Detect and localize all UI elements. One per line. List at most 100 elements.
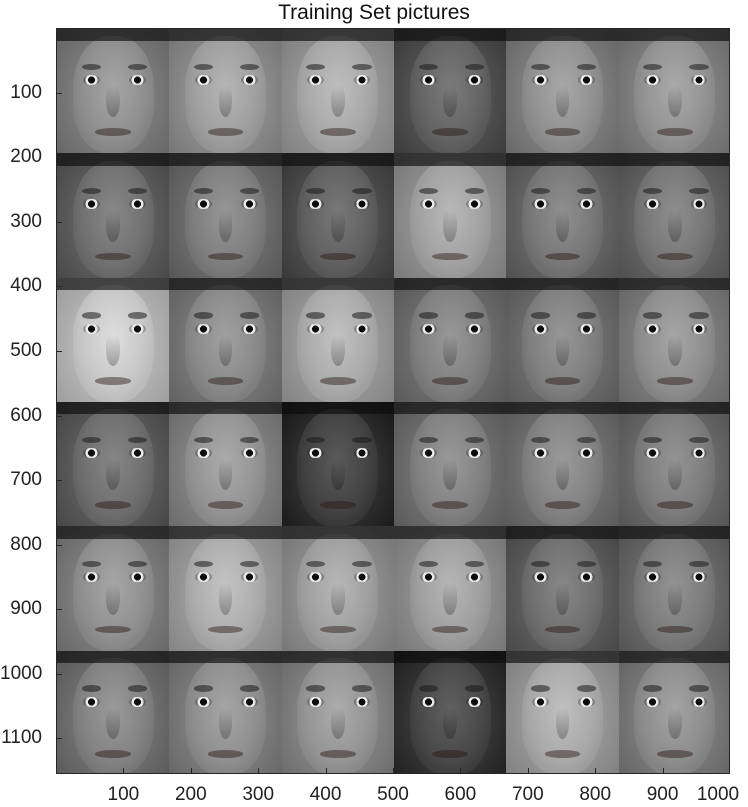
- nose: [443, 333, 457, 366]
- hairline: [169, 29, 282, 42]
- mouth: [207, 625, 244, 634]
- left-eyebrow: [531, 188, 551, 195]
- left-eye: [195, 323, 212, 334]
- left-eyebrow: [194, 685, 214, 692]
- x-tick-mark: [325, 768, 327, 774]
- nose: [443, 706, 457, 739]
- hairline: [394, 277, 507, 291]
- face-region: [297, 533, 379, 651]
- left-eye: [307, 696, 325, 707]
- right-eyebrow: [240, 63, 260, 70]
- face-photo-r5-c1: [57, 526, 170, 651]
- y-tick-mark: [56, 415, 62, 417]
- left-eye: [82, 448, 100, 458]
- face-photo-r5-c5: [506, 526, 619, 651]
- hairline: [169, 153, 282, 166]
- nose: [106, 706, 120, 739]
- face-photo-r4-c1: [57, 402, 170, 527]
- right-eyebrow: [464, 561, 484, 568]
- nose: [668, 84, 682, 118]
- face-photo-r6-c2: [169, 650, 282, 773]
- left-eyebrow: [306, 188, 326, 195]
- nose: [443, 582, 457, 615]
- mouth: [432, 252, 469, 261]
- face-region: [409, 409, 491, 527]
- left-eyebrow: [418, 436, 438, 443]
- y-tick-label: 700: [10, 469, 42, 491]
- nose: [331, 333, 345, 366]
- mouth: [319, 750, 356, 758]
- x-tick-mark: [460, 768, 462, 774]
- face-region: [409, 533, 491, 651]
- face-region: [522, 658, 603, 773]
- nose: [555, 209, 570, 242]
- left-eyebrow: [418, 188, 438, 195]
- face-photo-r2-c3: [281, 153, 394, 278]
- right-eyebrow: [127, 436, 147, 443]
- face-photo-r6-c5: [506, 650, 619, 773]
- face-region: [72, 658, 154, 773]
- hairline: [57, 402, 170, 415]
- mouth: [544, 128, 581, 136]
- face-photo-r3-c5: [506, 277, 619, 402]
- left-eyebrow: [194, 561, 214, 568]
- mouth: [656, 501, 693, 509]
- left-eye: [532, 448, 549, 458]
- y-tick-label: 200: [10, 146, 42, 168]
- mouth: [95, 625, 132, 634]
- left-eye: [82, 199, 100, 210]
- face-region: [185, 285, 266, 402]
- mouth: [432, 501, 469, 509]
- face-region: [185, 160, 266, 278]
- hairline: [394, 153, 507, 166]
- right-eye: [690, 199, 708, 210]
- left-eyebrow: [306, 63, 326, 70]
- face-photo-r1-c6: [618, 29, 729, 154]
- right-eye: [465, 572, 483, 583]
- right-eyebrow: [352, 685, 372, 692]
- mouth: [432, 750, 469, 758]
- mouth: [207, 501, 244, 509]
- right-eyebrow: [464, 436, 484, 443]
- left-eye: [419, 199, 437, 210]
- y-tick-label: 1000: [0, 662, 43, 684]
- x-tick-label: 200: [174, 784, 207, 805]
- y-tick-mark: [56, 738, 62, 740]
- nose: [555, 333, 570, 366]
- y-tick-label: 900: [10, 598, 42, 620]
- right-eyebrow: [352, 436, 372, 443]
- left-eye: [532, 696, 549, 707]
- right-eye: [690, 448, 708, 458]
- face-region: [409, 36, 491, 154]
- hairline: [618, 526, 729, 539]
- nose: [218, 706, 233, 739]
- face-photo-r4-c4: [394, 402, 507, 527]
- face-photo-r4-c6: [618, 402, 729, 527]
- right-eyebrow: [127, 63, 147, 70]
- nose: [218, 333, 233, 366]
- left-eye: [195, 448, 212, 458]
- left-eyebrow: [194, 188, 214, 195]
- y-tick-label: 800: [10, 533, 42, 555]
- left-eye: [532, 199, 549, 210]
- right-eyebrow: [577, 561, 597, 568]
- left-eyebrow: [194, 436, 214, 443]
- left-eyebrow: [531, 312, 551, 319]
- right-eyebrow: [352, 312, 372, 319]
- hairline: [281, 402, 394, 415]
- face-region: [185, 658, 266, 773]
- face-region: [185, 36, 266, 154]
- mouth: [432, 128, 469, 136]
- hairline: [57, 153, 170, 166]
- right-eye: [578, 199, 596, 210]
- right-eye: [128, 572, 146, 583]
- nose: [106, 209, 120, 242]
- left-eyebrow: [194, 312, 214, 319]
- hairline: [281, 526, 394, 539]
- nose: [668, 209, 682, 242]
- mouth: [319, 377, 356, 385]
- nose: [106, 582, 120, 615]
- left-eye: [532, 75, 549, 85]
- nose: [668, 706, 682, 739]
- right-eyebrow: [577, 436, 597, 443]
